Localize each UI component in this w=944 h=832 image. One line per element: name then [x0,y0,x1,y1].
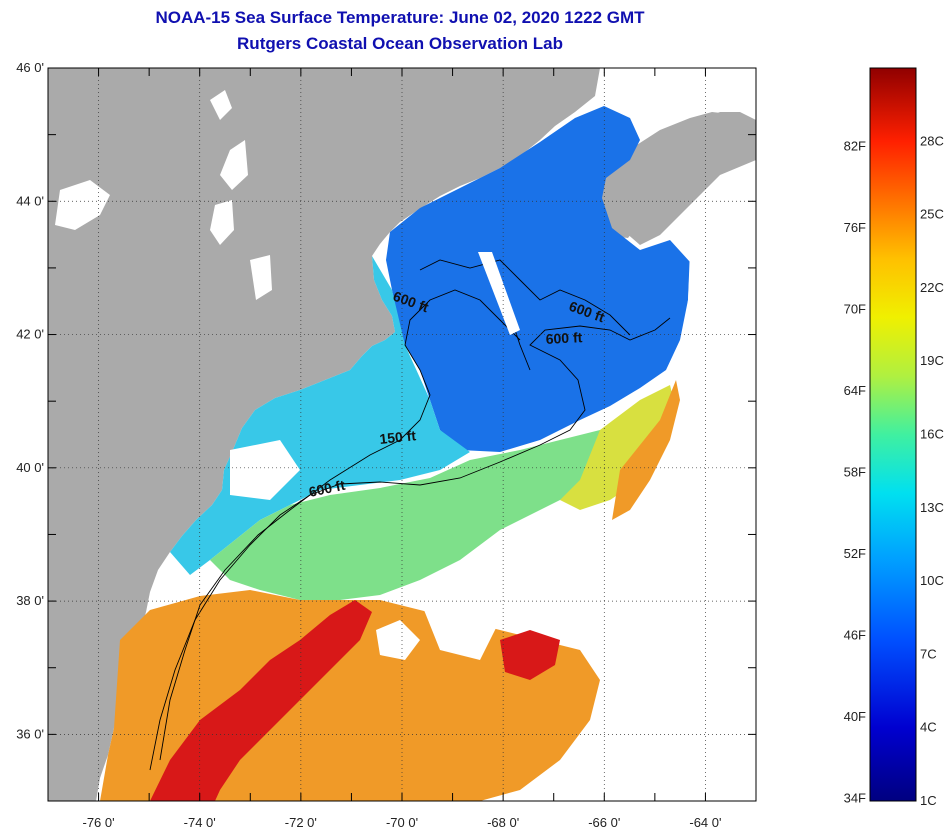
sst-shelf-transition [210,400,660,600]
lon-label: -74 0' [184,815,216,830]
lon-label: -72 0' [285,815,317,830]
latitude-labels: 46 0' 44 0' 42 0' 40 0' 38 0' 36 0' [16,60,44,741]
colorbar-f-label: 58F [844,465,866,480]
contour-label-600ft-shelf: 600 ft [307,477,346,500]
colorbar-f-label: 46F [844,627,866,642]
colorbar-c-label: 25C [920,207,944,222]
lon-label: -66 0' [588,815,620,830]
colorbar-f-label: 40F [844,709,866,724]
lon-label: -68 0' [487,815,519,830]
map-subtitle: Rutgers Coastal Ocean Observation Lab [237,34,563,53]
colorbar-f-label: 82F [844,139,866,154]
cloud-strip [478,252,520,335]
colorbar-c-label: 7C [920,646,937,661]
sst-gulf-stream-hot [150,600,372,801]
colorbar-c-label: 22C [920,280,944,295]
lat-label: 40 0' [16,460,44,475]
lat-label: 38 0' [16,593,44,608]
axis-ticks [47,67,757,802]
colorbar-f-label: 70F [844,302,866,317]
sst-warm-eddy [500,630,560,680]
map-title: NOAA-15 Sea Surface Temperature: June 02… [155,8,645,27]
colorbar-c-label: 10C [920,573,944,588]
colorbar [869,67,917,802]
lat-label: 42 0' [16,327,44,342]
lat-label: 44 0' [16,193,44,208]
lat-label: 36 0' [16,726,44,741]
colorbar-c-label: 28C [920,133,944,148]
cloud-patch [230,440,756,801]
contour-label-600ft-northeast-channel: 600 ft [545,329,583,347]
colorbar-c-label: 19C [920,353,944,368]
colorbar-f-label: 34F [844,790,866,805]
colorbar-celsius-labels: 28C 25C 22C 19C 16C 13C 10C 7C 4C 1C [920,133,944,808]
nova-scotia-land [596,112,730,238]
colorbar-c-label: 13C [920,500,944,515]
lon-label: -76 0' [83,815,115,830]
sst-gulf-of-maine [386,106,690,452]
colorbar-f-label: 64F [844,383,866,398]
contour-label-150ft: 150 ft [379,427,417,447]
colorbar-c-label: 1C [920,793,937,808]
colorbar-f-label: 52F [844,546,866,561]
land-mass [48,68,756,801]
inland-water [55,90,272,300]
colorbar-c-label: 4C [920,720,937,735]
sst-slope-warm [560,385,676,510]
lon-label: -70 0' [386,815,418,830]
map-content [48,68,756,801]
contour-600ft-shelf-break [149,317,671,771]
no-data-offshore [680,230,756,440]
colorbar-f-label: 76F [844,220,866,235]
colorbar-c-label: 16C [920,427,944,442]
lon-label: -64 0' [689,815,721,830]
contour-georges-basin [419,259,631,336]
lat-label: 46 0' [16,60,44,75]
contour-150ft [159,289,521,761]
longitude-labels: -76 0' -74 0' -72 0' -70 0' -68 0' -66 0' -64 … [83,815,722,830]
colorbar-fahrenheit-labels: 82F 76F 70F 64F 58F 52F 46F 40F 34F [844,139,866,806]
sst-east-warm-band [612,380,680,520]
